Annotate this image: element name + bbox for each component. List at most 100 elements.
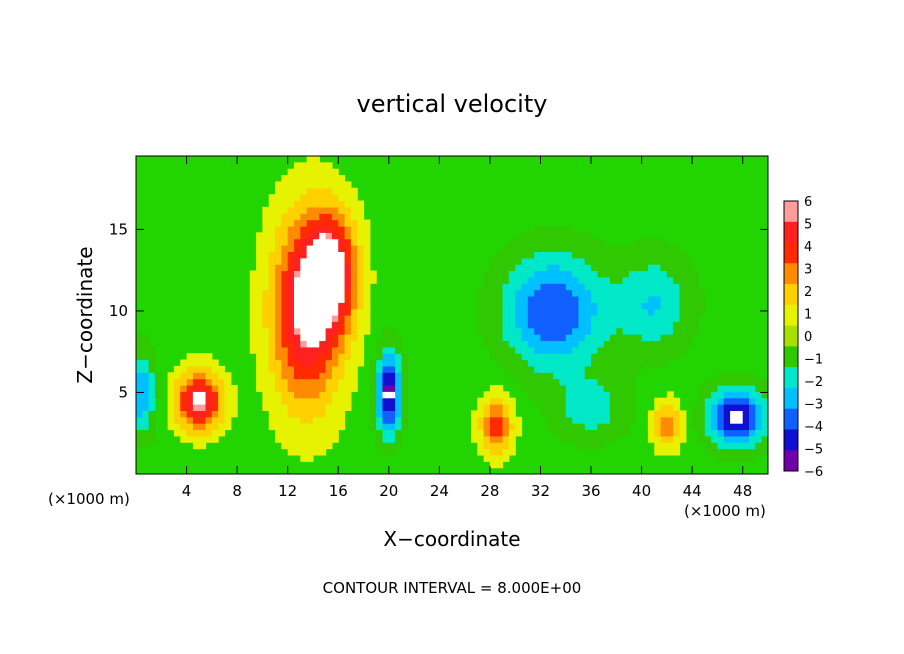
heatmap-cell bbox=[199, 410, 207, 418]
heatmap-cell bbox=[369, 359, 377, 367]
heatmap-cell bbox=[281, 397, 289, 405]
heatmap-cell bbox=[294, 404, 301, 411]
heatmap-cell bbox=[275, 283, 282, 291]
heatmap-cell bbox=[142, 365, 150, 373]
heatmap-cell bbox=[224, 410, 232, 418]
heatmap-cell bbox=[597, 404, 605, 411]
heatmap-cell bbox=[211, 416, 219, 424]
heatmap-cell bbox=[306, 448, 314, 456]
heatmap-cell bbox=[603, 359, 611, 367]
heatmap-cell bbox=[325, 442, 333, 450]
heatmap-cell bbox=[761, 410, 768, 418]
heatmap-cell bbox=[489, 384, 497, 392]
heatmap-cell bbox=[610, 404, 617, 411]
heatmap-cell bbox=[749, 423, 756, 431]
heatmap-cell bbox=[515, 353, 523, 361]
heatmap-cell bbox=[369, 391, 377, 399]
heatmap-cell bbox=[603, 340, 611, 348]
heatmap-cell bbox=[325, 232, 333, 240]
heatmap-cell bbox=[534, 270, 542, 278]
heatmap-cell bbox=[553, 372, 561, 380]
x-tick-label: 32 bbox=[531, 482, 550, 500]
heatmap-cell bbox=[357, 334, 365, 342]
heatmap-cell bbox=[395, 378, 403, 386]
heatmap-cell bbox=[622, 270, 630, 278]
heatmap-cell bbox=[294, 276, 301, 284]
heatmap-cell bbox=[711, 448, 719, 456]
heatmap-cell bbox=[616, 340, 624, 348]
heatmap-cell bbox=[300, 334, 308, 342]
heatmap-cell bbox=[673, 334, 681, 342]
heatmap-cell bbox=[679, 334, 687, 342]
heatmap-cell bbox=[148, 416, 156, 424]
heatmap-cell bbox=[180, 416, 188, 424]
heatmap-cell bbox=[553, 340, 561, 348]
heatmap-cell bbox=[647, 321, 655, 329]
heatmap-cell bbox=[660, 251, 668, 259]
heatmap-cell bbox=[565, 308, 573, 316]
heatmap-cell bbox=[489, 346, 497, 354]
heatmap-cell bbox=[148, 353, 156, 361]
heatmap-cell bbox=[287, 238, 295, 246]
heatmap-cell bbox=[527, 346, 535, 354]
heatmap-cell bbox=[540, 315, 548, 322]
heatmap-cell bbox=[357, 200, 365, 208]
heatmap-cell bbox=[673, 289, 681, 297]
heatmap-cell bbox=[502, 353, 510, 361]
heatmap-cell bbox=[565, 225, 573, 233]
heatmap-cell bbox=[578, 232, 586, 240]
heatmap-cell bbox=[300, 384, 308, 392]
heatmap-cell bbox=[685, 257, 693, 265]
heatmap-cell bbox=[616, 334, 624, 342]
heatmap-cell bbox=[660, 264, 668, 272]
heatmap-cell bbox=[477, 308, 485, 316]
heatmap-cell bbox=[167, 372, 175, 380]
heatmap-cell bbox=[496, 454, 504, 462]
heatmap-cell bbox=[565, 429, 573, 437]
heatmap-cell bbox=[262, 245, 270, 252]
heatmap-cell bbox=[395, 372, 403, 380]
heatmap-cell bbox=[666, 423, 674, 431]
heatmap-cell bbox=[660, 397, 668, 405]
heatmap-cell bbox=[173, 423, 181, 431]
heatmap-cell bbox=[553, 327, 561, 335]
heatmap-cell bbox=[692, 315, 700, 322]
colorbar-label: 5 bbox=[804, 218, 812, 233]
heatmap-cell bbox=[717, 378, 725, 386]
heatmap-cell bbox=[546, 245, 554, 252]
heatmap-cell bbox=[357, 302, 365, 310]
heatmap-cell bbox=[363, 295, 371, 303]
heatmap-cell bbox=[483, 391, 491, 399]
heatmap-cell bbox=[565, 353, 573, 361]
heatmap-cell bbox=[306, 454, 314, 462]
heatmap-cell bbox=[363, 238, 371, 246]
heatmap-cell bbox=[186, 410, 194, 418]
heatmap-cell bbox=[205, 359, 213, 367]
heatmap-cell bbox=[376, 404, 384, 411]
heatmap-cell bbox=[344, 213, 352, 221]
heatmap-cell bbox=[565, 372, 573, 380]
heatmap-cell bbox=[325, 225, 333, 233]
heatmap-cell bbox=[300, 423, 308, 431]
heatmap-cell bbox=[521, 264, 529, 272]
heatmap-cell bbox=[180, 378, 188, 386]
heatmap-cell bbox=[262, 378, 270, 386]
heatmap-cell bbox=[312, 200, 320, 208]
heatmap-cell bbox=[167, 416, 175, 424]
x-tick-label: 8 bbox=[232, 482, 242, 500]
heatmap-cell bbox=[300, 321, 308, 329]
heatmap-cell bbox=[294, 308, 301, 316]
heatmap-cell bbox=[521, 353, 529, 361]
heatmap-cell bbox=[635, 346, 643, 354]
colorbar-swatch bbox=[784, 221, 798, 243]
heatmap-cell bbox=[610, 378, 617, 386]
heatmap-cell bbox=[540, 238, 548, 246]
heatmap-cell bbox=[502, 346, 510, 354]
heatmap-cell bbox=[622, 302, 630, 310]
heatmap-cell bbox=[527, 238, 535, 246]
heatmap-cell bbox=[749, 448, 756, 456]
heatmap-cell bbox=[312, 410, 320, 418]
heatmap-cell bbox=[357, 283, 365, 291]
colorbar-swatch bbox=[784, 284, 798, 306]
colorbar-label: −6 bbox=[804, 465, 823, 480]
